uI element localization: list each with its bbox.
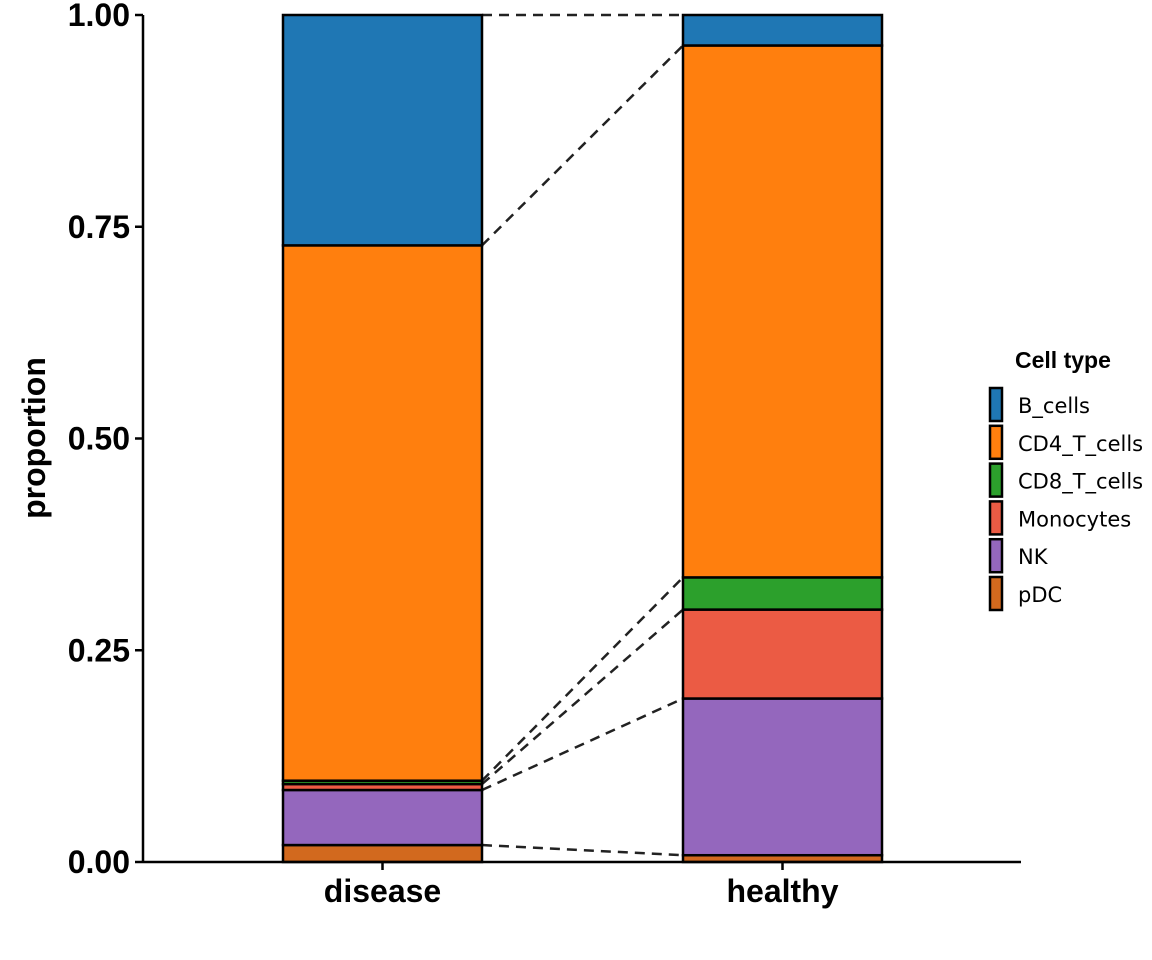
legend-label-cd8-t-cells: CD8_T_cells [1018, 470, 1143, 495]
bar-healthy-b-cells [681, 13, 884, 47]
legend-label-cd4-t-cells: CD4_T_cells [1018, 432, 1143, 457]
connector-line [481, 44, 684, 247]
legend-swatch-pdc [988, 575, 1004, 612]
bar-healthy-monocytes [681, 608, 884, 700]
bar-disease-cd4-t-cells [281, 244, 484, 782]
bar-healthy-cd4-t-cells [681, 44, 884, 579]
bar-healthy-nk [681, 697, 884, 857]
legend-label-b-cells: B_cells [1018, 394, 1090, 419]
legend-swatch-monocytes [988, 500, 1004, 536]
bars [281, 13, 884, 864]
legend-swatch-cd4-t-cells [988, 424, 1004, 461]
bar-disease-b-cells [281, 13, 484, 247]
x-ticks: disease healthy [324, 862, 839, 909]
y-tick-label: 1.00 [68, 0, 130, 33]
y-axis-title: proportion [16, 357, 52, 519]
legend-swatch-nk [988, 537, 1004, 574]
bar-healthy-cd8-t-cells [681, 576, 884, 611]
bar-disease-nk [281, 788, 484, 847]
x-tick-label: disease [324, 873, 441, 909]
bar-disease-pdc [281, 843, 484, 864]
legend-label-monocytes: Monocytes [1018, 507, 1131, 531]
legend-label-pdc: pDC [1018, 583, 1062, 607]
connector-line [481, 697, 684, 792]
x-tick-label: healthy [726, 873, 838, 909]
y-ticks: 0.00 0.25 0.50 0.75 1.00 [68, 0, 143, 880]
legend-label-nk: NK [1018, 545, 1049, 569]
legend-title: Cell type [1015, 347, 1111, 373]
legend-swatch-b-cells [988, 386, 1004, 423]
connector-lines [481, 13, 684, 857]
connector-line [481, 576, 684, 782]
legend-swatch-cd8-t-cells [988, 462, 1004, 498]
y-tick-label: 0.00 [68, 844, 130, 880]
y-tick-label: 0.25 [68, 632, 130, 668]
legend: Cell type B_cells CD4_T_cells CD8_T_cells M… [988, 347, 1143, 612]
y-tick-label: 0.50 [68, 421, 130, 457]
y-tick-label: 0.75 [68, 209, 130, 245]
axes [141, 15, 1021, 864]
connector-line [481, 608, 684, 786]
connector-line [481, 843, 684, 857]
